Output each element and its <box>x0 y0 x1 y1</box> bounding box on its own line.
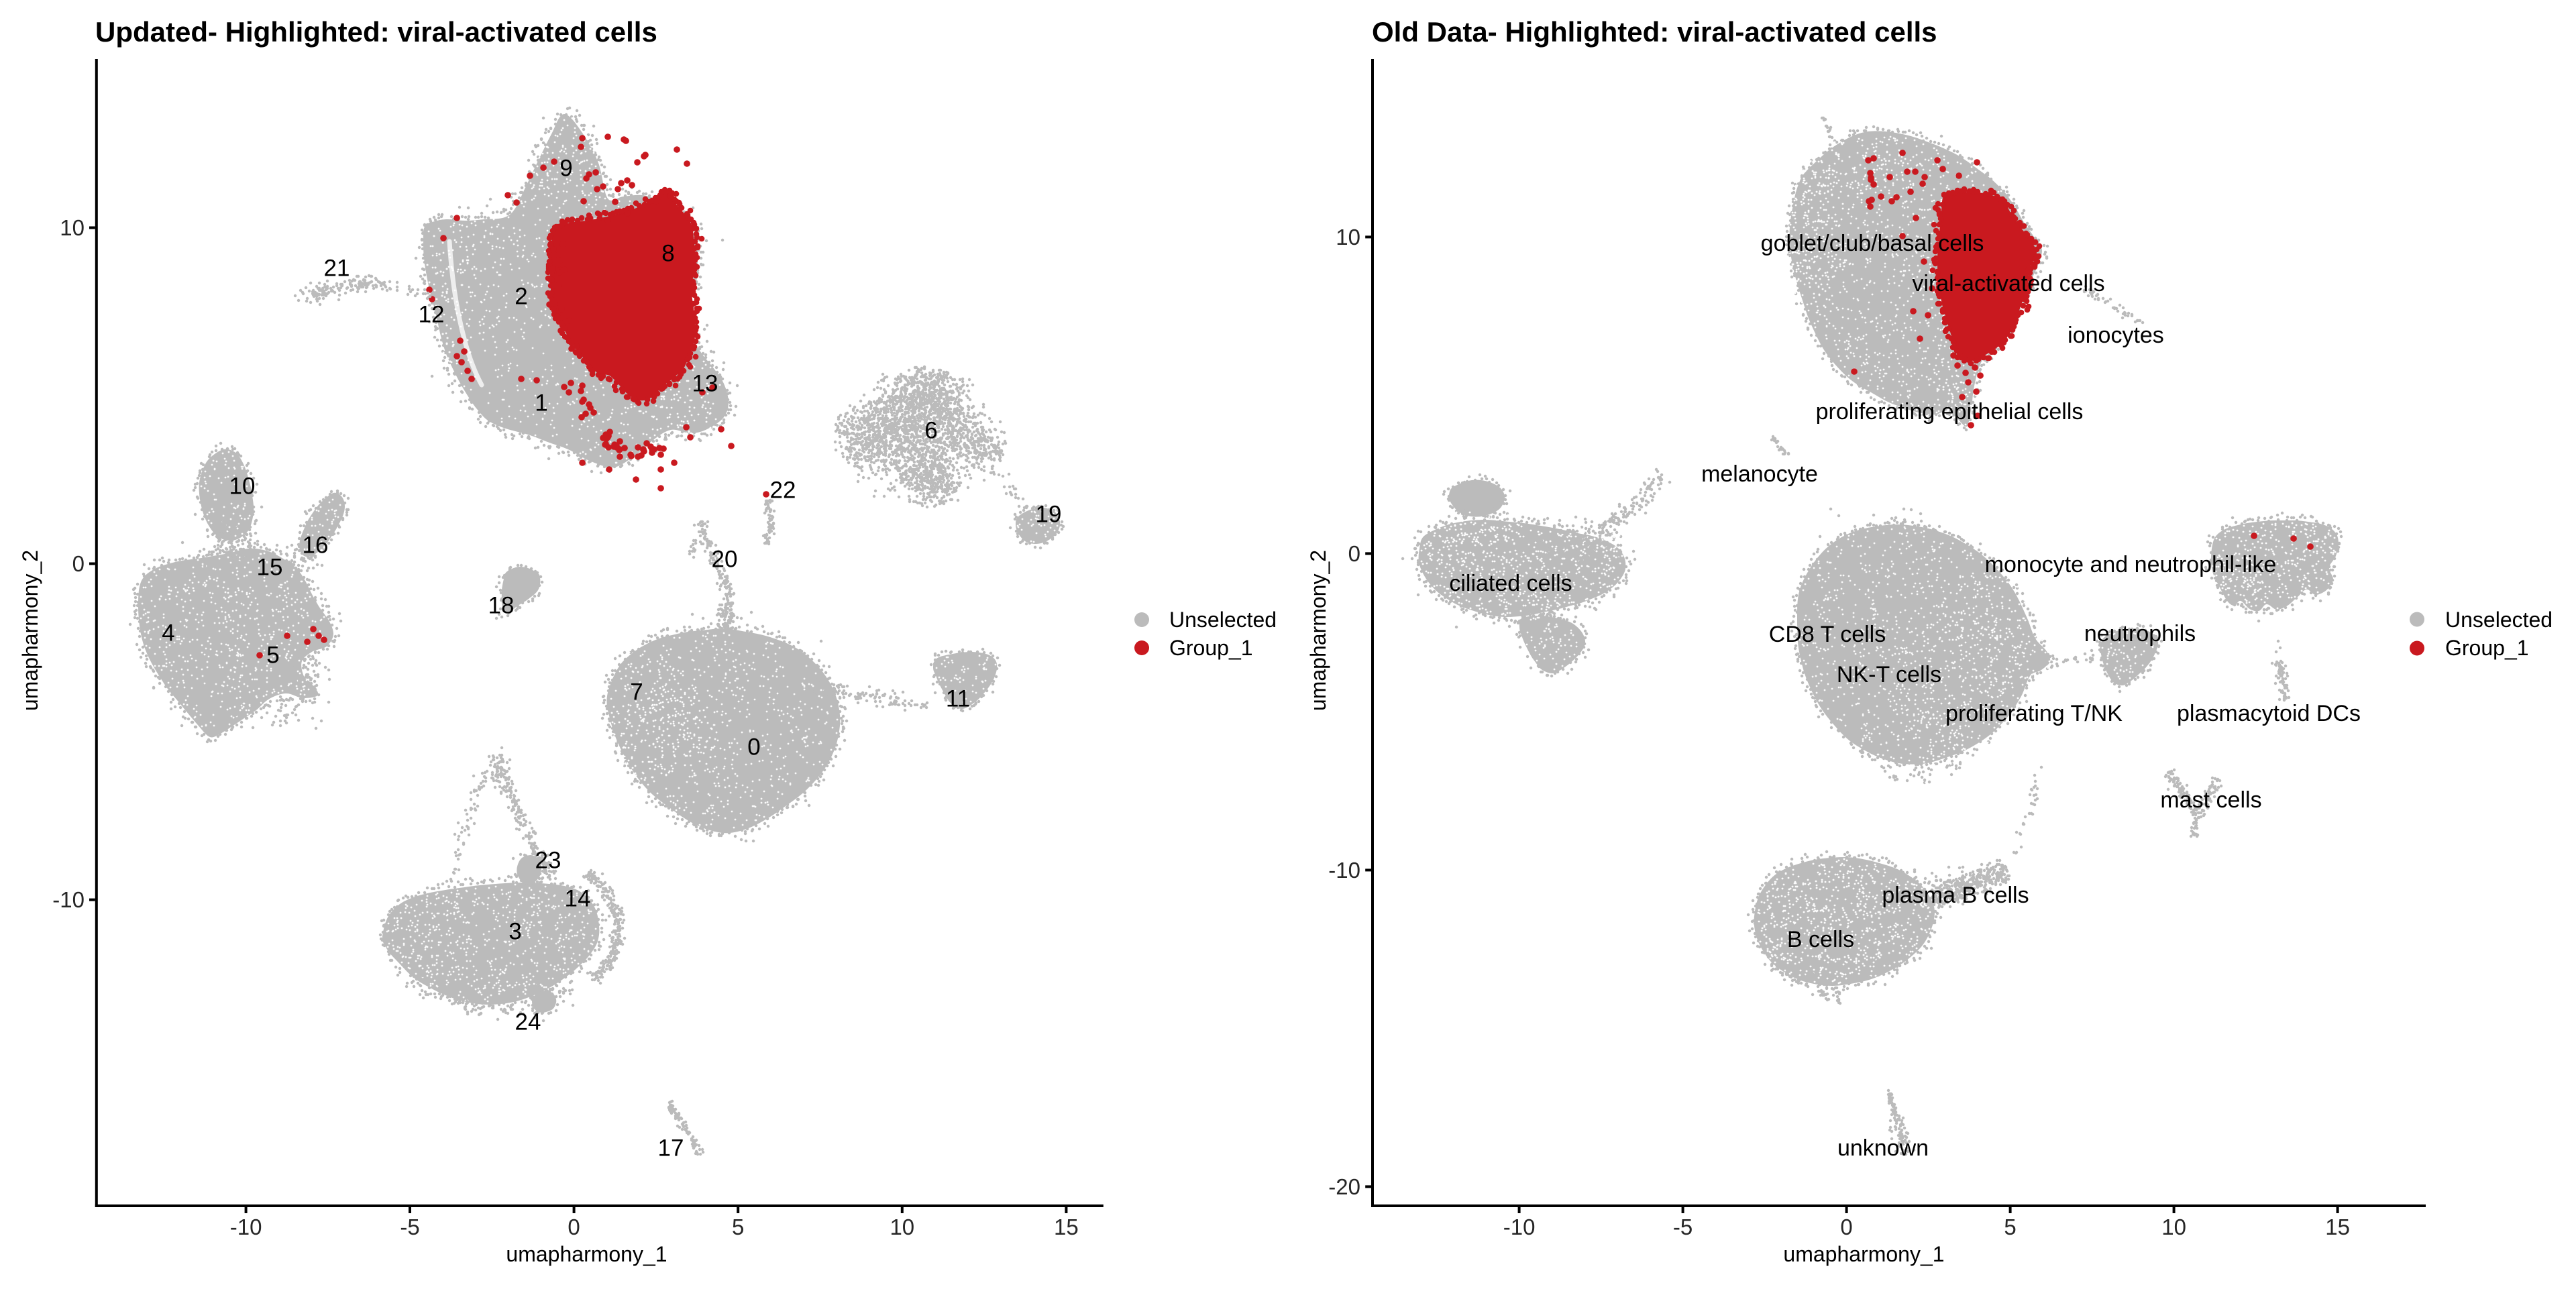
svg-text:0: 0 <box>568 1215 580 1239</box>
svg-text:21: 21 <box>324 256 350 282</box>
svg-text:19: 19 <box>1036 502 1062 528</box>
svg-text:15: 15 <box>257 555 283 581</box>
svg-text:0: 0 <box>1840 1215 1852 1239</box>
svg-text:-10: -10 <box>1503 1215 1536 1239</box>
svg-text:ciliated cells: ciliated cells <box>1449 571 1572 596</box>
svg-text:10: 10 <box>2161 1215 2186 1239</box>
svg-text:0: 0 <box>1348 541 1360 566</box>
svg-text:viral-activated cells: viral-activated cells <box>1912 271 2104 296</box>
svg-text:8: 8 <box>661 241 674 267</box>
svg-text:4: 4 <box>162 620 174 647</box>
svg-text:5: 5 <box>732 1215 744 1239</box>
svg-text:12: 12 <box>419 302 445 328</box>
svg-text:13: 13 <box>692 371 718 397</box>
svg-text:Unselected: Unselected <box>1169 608 1277 632</box>
svg-text:1: 1 <box>535 390 547 416</box>
svg-text:monocyte and neutrophil-like: monocyte and neutrophil-like <box>1985 552 2277 577</box>
svg-text:20: 20 <box>712 547 738 573</box>
svg-text:proliferating epithelial cells: proliferating epithelial cells <box>1816 399 2084 425</box>
svg-text:10: 10 <box>1336 225 1360 249</box>
svg-text:16: 16 <box>303 532 329 559</box>
svg-text:23: 23 <box>535 848 561 874</box>
svg-text:CD8 T cells: CD8 T cells <box>1769 622 1886 647</box>
svg-text:24: 24 <box>515 1009 541 1035</box>
svg-text:B cells: B cells <box>1787 927 1854 952</box>
svg-text:proliferating T/NK: proliferating T/NK <box>1945 701 2123 726</box>
svg-text:2: 2 <box>515 284 527 310</box>
svg-text:15: 15 <box>1054 1215 1079 1239</box>
svg-text:Updated- Highlighted: viral-ac: Updated- Highlighted: viral-activated ce… <box>95 16 657 48</box>
svg-text:6: 6 <box>924 418 937 444</box>
svg-text:neutrophils: neutrophils <box>2084 621 2196 647</box>
svg-text:Group_1: Group_1 <box>2445 636 2529 660</box>
svg-text:0: 0 <box>747 734 760 761</box>
svg-text:-5: -5 <box>1673 1215 1693 1239</box>
svg-text:10: 10 <box>890 1215 914 1239</box>
svg-text:plasmacytoid DCs: plasmacytoid DCs <box>2177 701 2361 726</box>
svg-text:plasma B cells: plasma B cells <box>1882 883 2029 908</box>
svg-text:0: 0 <box>72 551 85 576</box>
svg-text:11: 11 <box>946 686 970 712</box>
svg-text:15: 15 <box>2325 1215 2350 1239</box>
svg-text:-5: -5 <box>400 1215 419 1239</box>
svg-text:melanocyte: melanocyte <box>1701 461 1818 487</box>
svg-text:Old Data- Highlighted: viral-a: Old Data- Highlighted: viral-activated c… <box>1372 16 1937 48</box>
svg-text:Group_1: Group_1 <box>1169 636 1253 660</box>
svg-text:NK-T cells: NK-T cells <box>1837 662 1941 687</box>
svg-text:14: 14 <box>565 886 591 912</box>
svg-text:Unselected: Unselected <box>2445 608 2553 632</box>
svg-text:umapharmony_1: umapharmony_1 <box>506 1242 667 1266</box>
svg-text:10: 10 <box>60 215 85 240</box>
svg-text:3: 3 <box>508 919 521 945</box>
svg-text:ionocytes: ionocytes <box>2068 323 2164 348</box>
svg-text:9: 9 <box>559 156 572 182</box>
svg-text:-10: -10 <box>1328 858 1360 883</box>
svg-text:-20: -20 <box>1328 1174 1360 1199</box>
svg-text:17: 17 <box>658 1135 684 1162</box>
svg-text:5: 5 <box>266 642 279 669</box>
svg-text:goblet/club/basal cells: goblet/club/basal cells <box>1761 231 1984 256</box>
svg-text:5: 5 <box>2004 1215 2016 1239</box>
svg-text:22: 22 <box>770 478 796 504</box>
svg-text:umapharmony_1: umapharmony_1 <box>1783 1242 1944 1266</box>
svg-text:umapharmony_2: umapharmony_2 <box>18 550 42 711</box>
svg-text:-10: -10 <box>230 1215 262 1239</box>
svg-text:18: 18 <box>488 593 515 619</box>
svg-text:7: 7 <box>630 679 643 706</box>
svg-text:10: 10 <box>229 473 256 500</box>
svg-text:unknown: unknown <box>1837 1135 1929 1161</box>
svg-text:-10: -10 <box>52 887 85 912</box>
svg-text:mast cells: mast cells <box>2160 787 2261 813</box>
svg-text:umapharmony_2: umapharmony_2 <box>1306 550 1330 711</box>
